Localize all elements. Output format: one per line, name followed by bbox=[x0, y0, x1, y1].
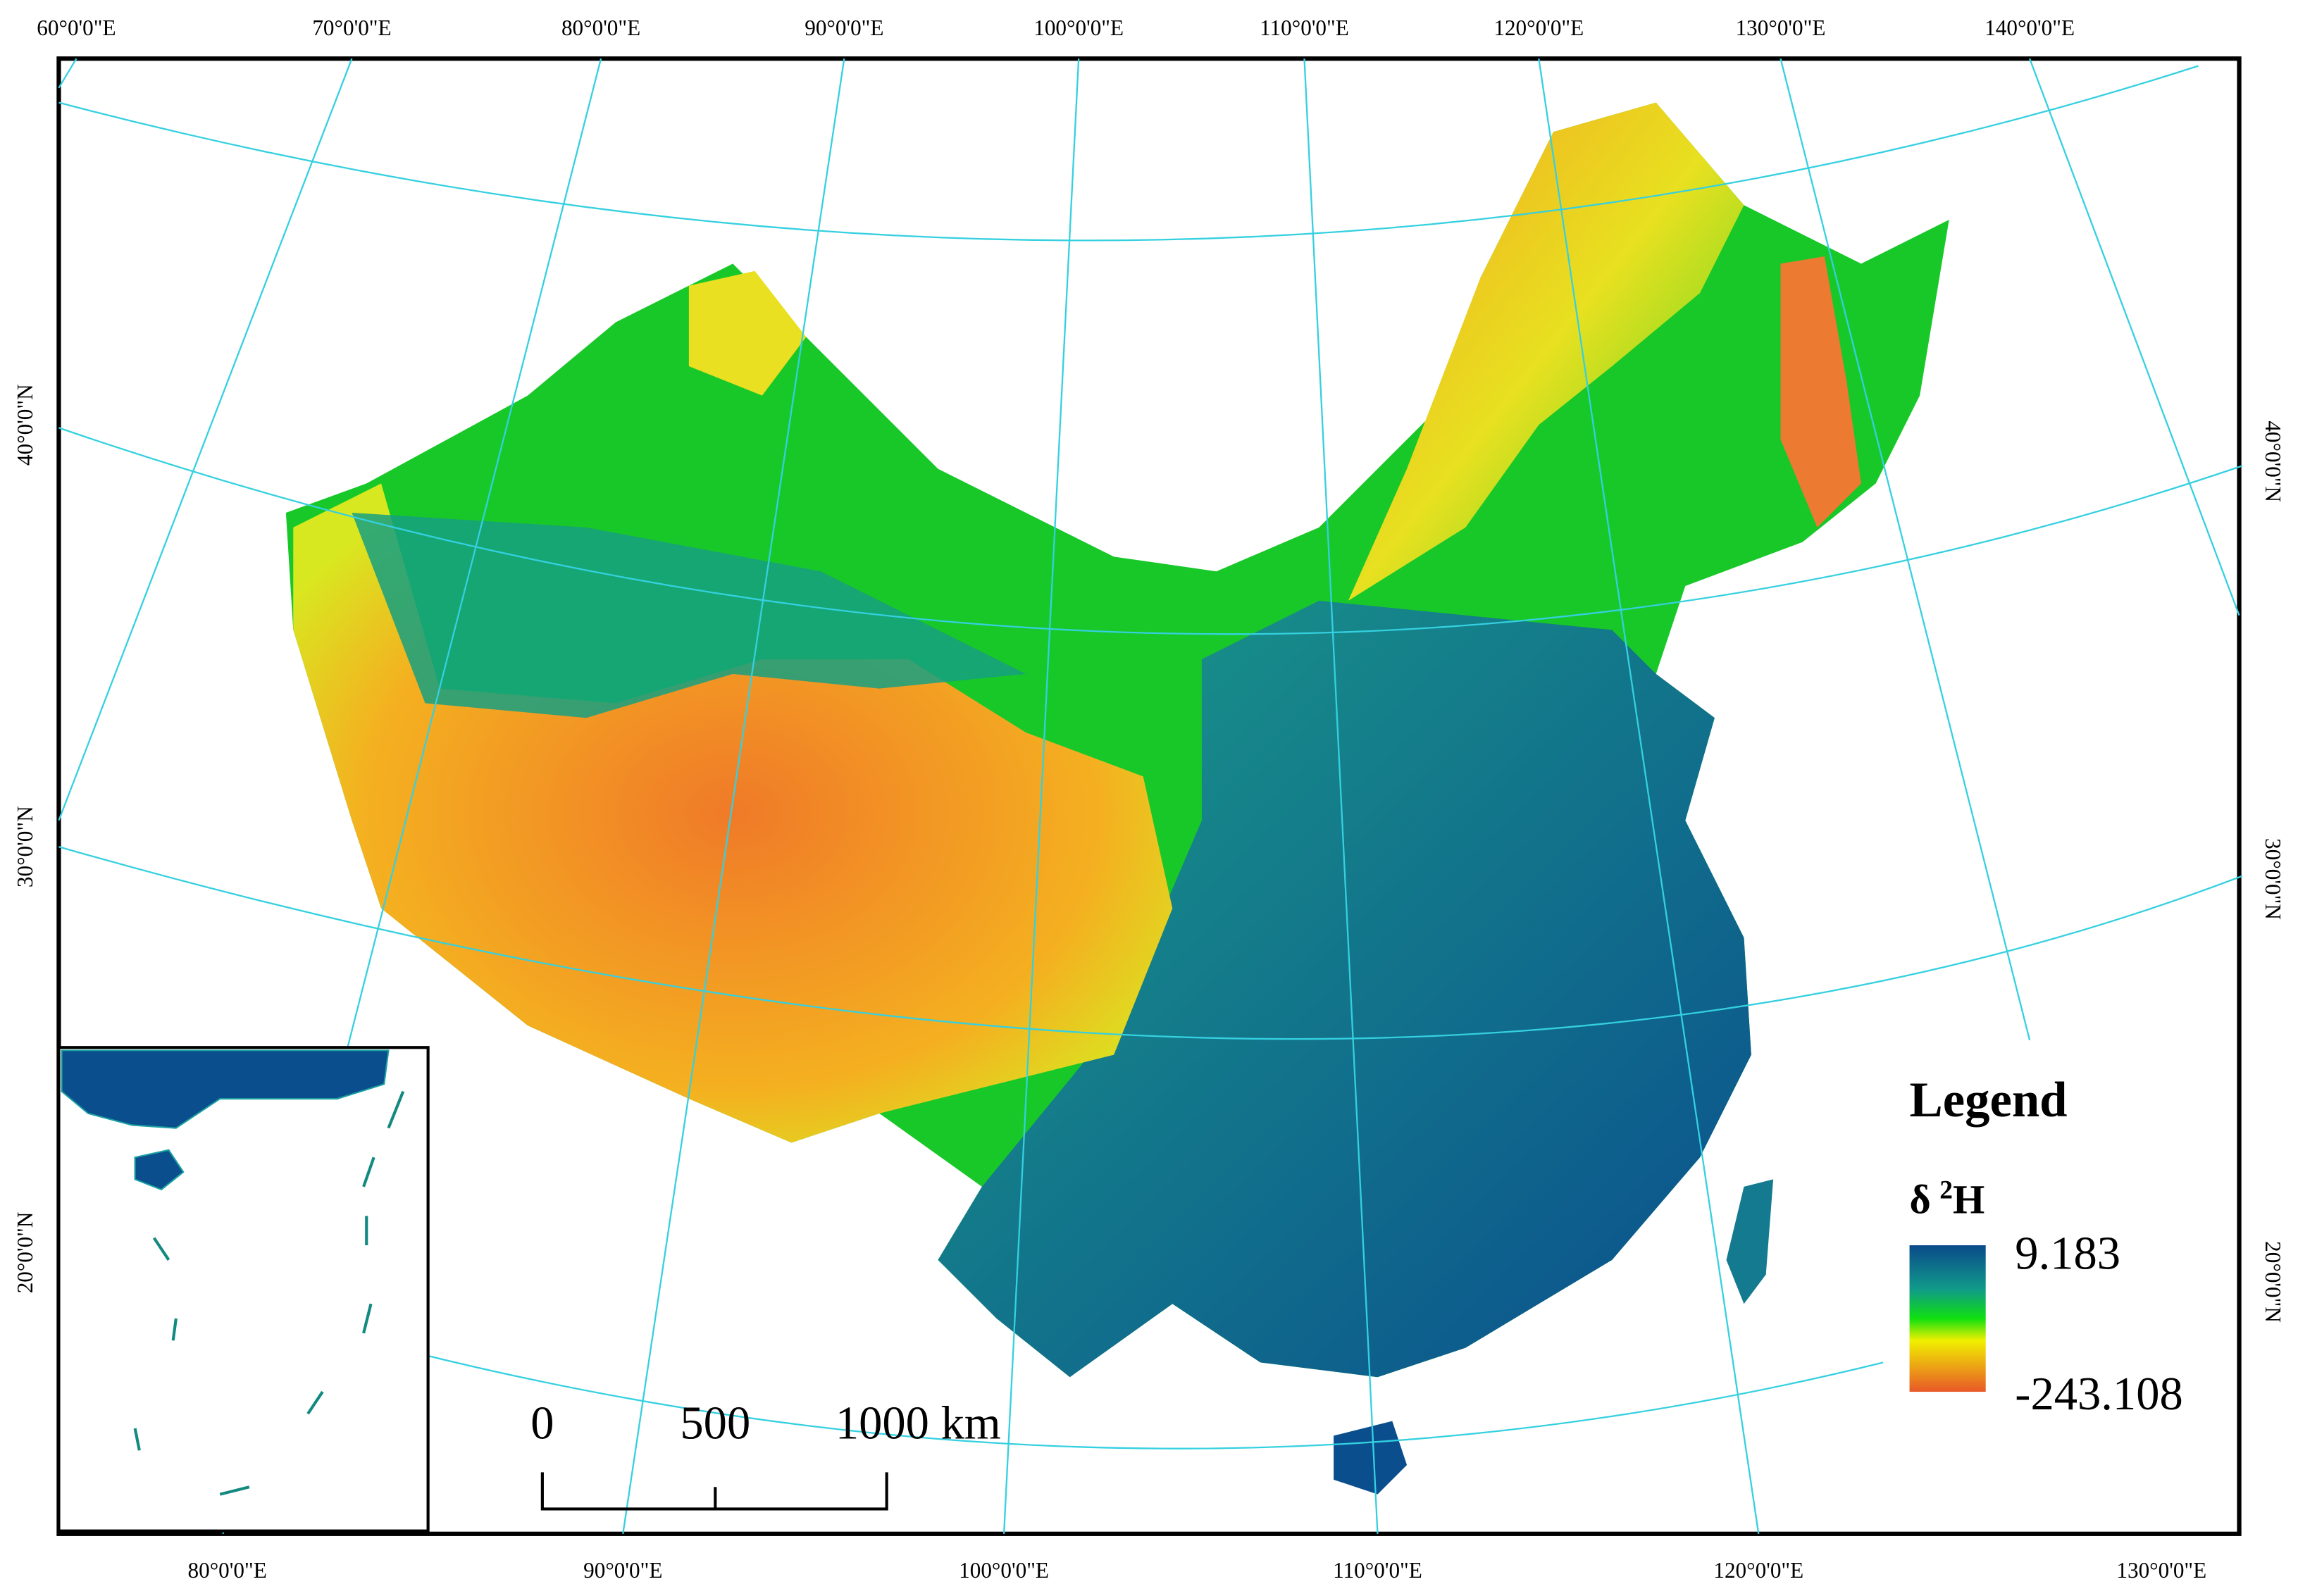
superscript: 2 bbox=[1939, 1176, 1953, 1204]
scale-label: 500 bbox=[680, 1398, 750, 1450]
inset-frame bbox=[57, 1046, 430, 1533]
inset-coast bbox=[61, 1049, 390, 1129]
inset-island bbox=[134, 1149, 185, 1191]
meridian bbox=[1780, 58, 2031, 1041]
graticule-label: 20°0'0"N bbox=[2261, 1241, 2285, 1323]
symbol: δ bbox=[1910, 1176, 1931, 1222]
graticule-label: 110°0'0"E bbox=[1260, 15, 1349, 40]
graticule-label: 120°0'0"E bbox=[1493, 15, 1584, 40]
graticule-label: 30°0'0"N bbox=[13, 806, 37, 887]
basin-region bbox=[352, 513, 1026, 718]
graticule bbox=[58, 58, 2243, 1535]
meridian bbox=[1538, 58, 1760, 1534]
parallel bbox=[425, 1354, 1884, 1450]
graticule-label: 70°0'0"E bbox=[312, 15, 391, 40]
legend-variable: δ 2H bbox=[1910, 1176, 1985, 1222]
meridian bbox=[622, 58, 845, 1534]
scale-line bbox=[540, 1472, 888, 1511]
graticule-labels: 60°0'0"E 70°0'0"E 80°0'0"E 90°0'0"E 100°0'0"… bbox=[13, 15, 2285, 1583]
meridian bbox=[58, 58, 353, 821]
hainan bbox=[1334, 1421, 1408, 1495]
scale-label: 0 bbox=[530, 1398, 554, 1450]
graticule-label: 120°0'0"E bbox=[1713, 1558, 1803, 1583]
legend: Legend δ 2H 9.183 -243.108 bbox=[1909, 1073, 2183, 1420]
plateau-region bbox=[293, 483, 1173, 1143]
graticule-label: 60°0'0"E bbox=[37, 15, 116, 40]
graticule-label: 130°0'0"E bbox=[1736, 15, 1826, 40]
altai-region bbox=[688, 270, 807, 396]
taiwan bbox=[1726, 1179, 1774, 1304]
parallel bbox=[58, 846, 2243, 1040]
graticule-label: 90°0'0"E bbox=[805, 15, 883, 40]
legend-title: Legend bbox=[1910, 1073, 2068, 1128]
graticule-label: 40°0'0"N bbox=[13, 384, 37, 466]
northeast-region bbox=[1348, 102, 1744, 601]
parallel bbox=[58, 65, 2199, 242]
scale-bar: 0 500 1000 km bbox=[530, 1398, 1001, 1511]
graticule-label: 140°0'0"E bbox=[1985, 15, 2075, 40]
graticule-label: 110°0'0"E bbox=[1333, 1558, 1422, 1583]
graticule-label: 40°0'0"N bbox=[2261, 420, 2285, 502]
graticule-label: 100°0'0"E bbox=[1033, 15, 1124, 40]
letter: H bbox=[1953, 1176, 1985, 1222]
dashed-boundary bbox=[133, 1090, 405, 1496]
graticule-label: 20°0'0"N bbox=[13, 1212, 37, 1294]
graticule-label: 90°0'0"E bbox=[583, 1558, 662, 1583]
legend-ramp bbox=[1909, 1245, 1986, 1392]
ridge-region bbox=[1780, 256, 1861, 528]
graticule-label: 80°0'0"E bbox=[561, 15, 640, 40]
southeast-region bbox=[938, 600, 1751, 1378]
graticule-label: 100°0'0"E bbox=[959, 1558, 1049, 1583]
legend-max: 9.183 bbox=[2015, 1228, 2120, 1279]
legend-min: -243.108 bbox=[2015, 1369, 2182, 1420]
meridian bbox=[58, 58, 77, 89]
graticule-label: 130°0'0"E bbox=[2116, 1558, 2206, 1583]
meridian bbox=[1002, 58, 1080, 1534]
inset-map bbox=[57, 1046, 430, 1533]
scale-label: 1000 km bbox=[836, 1398, 1001, 1450]
meridian bbox=[2029, 58, 2240, 616]
graticule-label: 80°0'0"E bbox=[188, 1558, 267, 1583]
map-body bbox=[285, 102, 1949, 1495]
graticule-label: 30°0'0"N bbox=[2261, 838, 2285, 920]
parallel bbox=[58, 427, 2243, 635]
meridian bbox=[1303, 58, 1379, 1534]
